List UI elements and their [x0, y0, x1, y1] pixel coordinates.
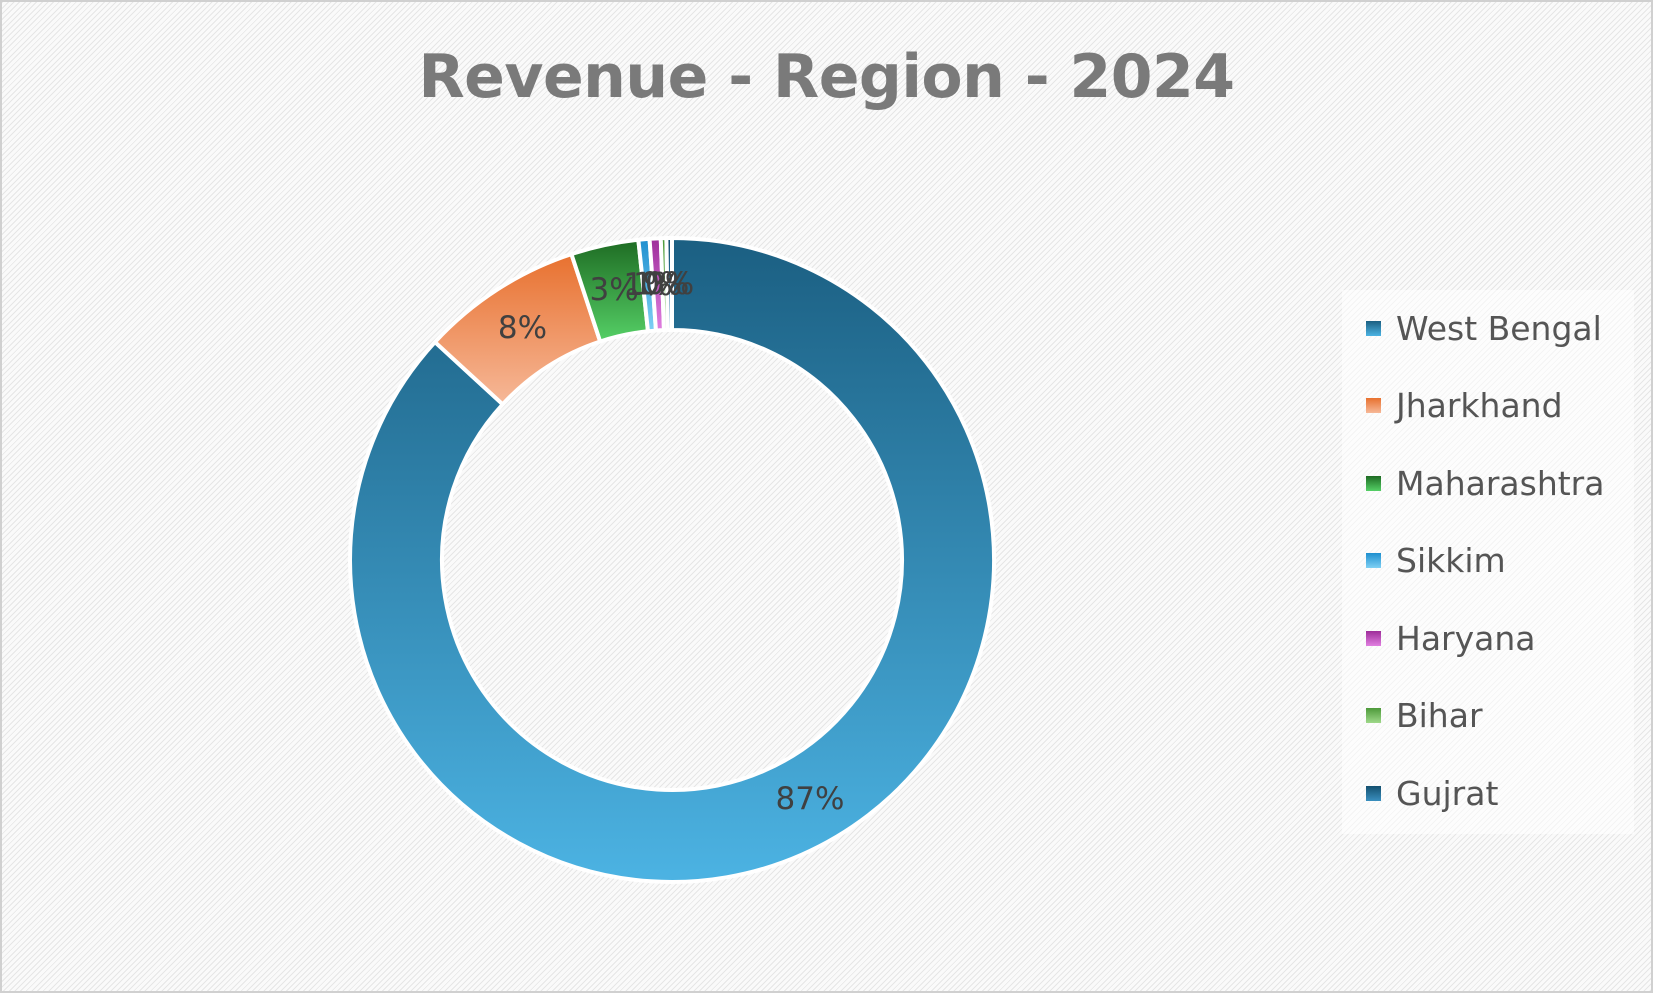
legend-item-gujrat: Gujrat [1366, 773, 1498, 813]
legend-swatch [1366, 785, 1381, 801]
data-label-sikkim: 1% [623, 267, 672, 303]
legend-label: West Bengal [1396, 308, 1602, 348]
legend: West Bengal Jharkhand Maharashtra Sikkim Har… [1342, 290, 1634, 834]
data-label-maharashtra: 3% [590, 272, 639, 308]
legend-swatch [1366, 708, 1381, 723]
slice-west-bengal [348, 236, 996, 884]
data-label-west-bengal: 87% [776, 781, 845, 817]
slice-gujrat [664, 236, 674, 333]
legend-item-jharkhand: Jharkhand [1366, 386, 1563, 426]
legend-item-sikkim: Sikkim [1366, 541, 1506, 581]
legend-swatch [1366, 553, 1381, 568]
data-label-haryana: 1% [633, 266, 682, 302]
legend-label: Jharkhand [1396, 386, 1563, 425]
legend-item-west-bengal: West Bengal [1366, 308, 1602, 348]
data-label-jharkhand: 8% [498, 310, 547, 346]
legend-label: Haryana [1396, 618, 1536, 658]
legend-swatch [1366, 475, 1381, 491]
legend-item-haryana: Haryana [1366, 618, 1536, 658]
chart-title: Revenue - Region - 2024 [418, 42, 1235, 112]
legend-swatch [1366, 630, 1381, 646]
data-label-bihar: 0% [640, 266, 689, 302]
legend-item-bihar: Bihar [1366, 696, 1483, 736]
legend-swatch [1366, 320, 1381, 336]
legend-label: Gujrat [1396, 773, 1499, 813]
legend-item-maharashtra: Maharashtra [1366, 463, 1604, 503]
data-label-gujrat: 0% [645, 266, 694, 302]
legend-label: Bihar [1396, 696, 1483, 735]
legend-label: Sikkim [1396, 541, 1506, 580]
legend-label: Maharashtra [1396, 463, 1605, 503]
legend-swatch [1366, 398, 1381, 413]
